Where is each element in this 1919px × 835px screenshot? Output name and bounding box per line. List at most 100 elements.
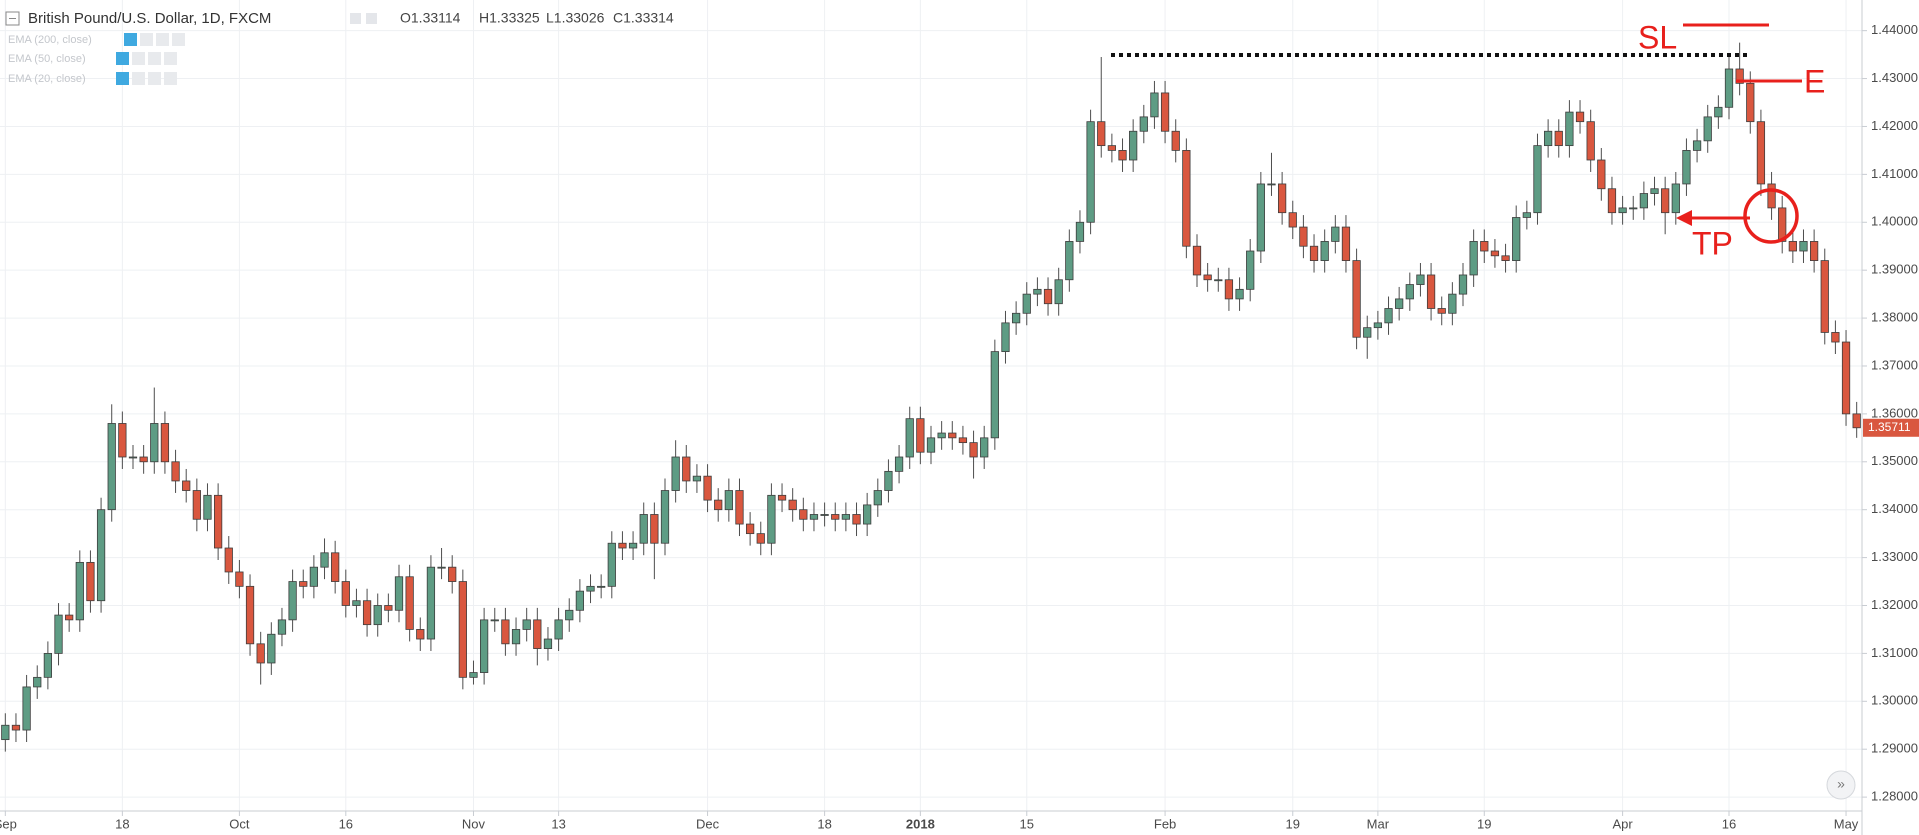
candle-body [384, 605, 393, 611]
candle-body [11, 724, 21, 731]
candle-body [1437, 308, 1446, 314]
candle-body [1214, 279, 1223, 282]
add-icon[interactable] [148, 52, 161, 65]
candle-body [926, 437, 936, 453]
candle-body [958, 437, 968, 444]
candle-body [735, 490, 744, 525]
last-price-label: 1.35711 [1868, 420, 1911, 434]
candle-body [788, 499, 797, 511]
y-tick-label: 1.34000 [1871, 501, 1918, 516]
add-icon[interactable] [156, 33, 169, 46]
candle-body [1033, 288, 1042, 295]
candle-body [1267, 183, 1276, 186]
y-tick-label: 1.30000 [1871, 693, 1918, 708]
eye-icon[interactable] [116, 72, 129, 85]
y-tick-label: 1.44000 [1871, 22, 1918, 37]
eye-icon[interactable] [116, 52, 129, 65]
take-profit-arrowhead [1676, 210, 1692, 226]
settings-icon[interactable] [132, 72, 145, 85]
candle-body [809, 514, 819, 520]
candle-body [490, 619, 499, 622]
take-profit-label: TP [1692, 225, 1733, 261]
candle-body [1533, 145, 1542, 214]
collapse-icon[interactable] [5, 11, 20, 26]
candle-body [1341, 226, 1351, 261]
y-tick-label: 1.39000 [1871, 262, 1918, 277]
close-icon[interactable] [164, 72, 177, 85]
candle-body [607, 542, 616, 587]
candle-body [1405, 284, 1414, 300]
x-tick-label: Oct [229, 816, 250, 831]
indicator-label: EMA (50, close) [8, 53, 86, 65]
hide-icon[interactable] [366, 13, 377, 24]
candle-body [1246, 250, 1255, 290]
candle-body [416, 629, 425, 640]
candle-body [288, 581, 297, 621]
candle-body [1735, 68, 1744, 84]
y-tick-label: 1.43000 [1871, 70, 1918, 85]
settings-icon[interactable] [132, 52, 145, 65]
candle-body [1107, 145, 1117, 151]
candle-body [394, 576, 404, 611]
axes: 1.28000 1.29000 1.30000 1.31000 1.32000 1.330… [0, 22, 1919, 831]
candle-body [1171, 130, 1180, 151]
candle-body [448, 566, 457, 582]
candle-body [1809, 241, 1819, 261]
y-tick-label: 1.35000 [1871, 453, 1918, 468]
candle-body [107, 423, 116, 511]
candle-body [1831, 332, 1840, 343]
candle-body [1150, 92, 1159, 118]
close-icon[interactable] [172, 33, 185, 46]
candle-body [948, 432, 957, 439]
eye-icon[interactable] [124, 33, 137, 46]
x-tick-label: 16 [339, 816, 353, 831]
candle-body [309, 566, 319, 587]
ohlc-low: L1.33026 [546, 10, 605, 26]
candle-body [1203, 274, 1212, 281]
candle-body [1767, 183, 1776, 209]
candle-body [320, 552, 329, 568]
candle-body [267, 633, 276, 664]
candle-body [660, 490, 670, 544]
x-tick-label: 18 [115, 816, 129, 831]
settings-icon[interactable] [350, 13, 361, 24]
x-tick-label: Nov [462, 816, 486, 831]
candle-body [1192, 245, 1202, 276]
candle-body [1650, 188, 1659, 194]
candle-body [1788, 241, 1797, 252]
candle-body [1501, 255, 1510, 261]
candle-body [1224, 279, 1234, 300]
candle-body [469, 672, 478, 678]
candle-body [426, 566, 436, 640]
candle-body [341, 581, 350, 606]
x-tick-label: Apr [1612, 816, 1633, 831]
candle-body [1426, 274, 1436, 309]
candle-body [437, 566, 446, 569]
x-tick-label: Dec [696, 816, 720, 831]
y-tick-label: 1.29000 [1871, 741, 1918, 756]
candle-body [118, 423, 127, 458]
candle-body [1043, 288, 1053, 305]
candle-body [1235, 288, 1244, 300]
candle-body [405, 576, 414, 630]
candle-body [1395, 298, 1404, 309]
candle-body [86, 561, 95, 602]
candle-body [597, 585, 606, 588]
add-icon[interactable] [148, 72, 161, 85]
candle-body [533, 619, 542, 650]
candle-body [213, 494, 223, 549]
candle-body [1256, 183, 1265, 252]
candle-body [22, 686, 31, 731]
settings-icon[interactable] [140, 33, 153, 46]
candle-body [1331, 226, 1340, 242]
ohlc-open: O1.33114 [400, 10, 461, 26]
x-tick-label: Sep [0, 816, 17, 831]
close-icon[interactable] [164, 52, 177, 65]
candle-body [1778, 207, 1787, 242]
candle-body [1629, 207, 1638, 210]
candle-body [65, 614, 74, 621]
entry-label: E [1804, 63, 1825, 99]
candle-body [682, 456, 691, 482]
candle-body [192, 490, 201, 520]
scroll-button[interactable] [1826, 770, 1856, 800]
